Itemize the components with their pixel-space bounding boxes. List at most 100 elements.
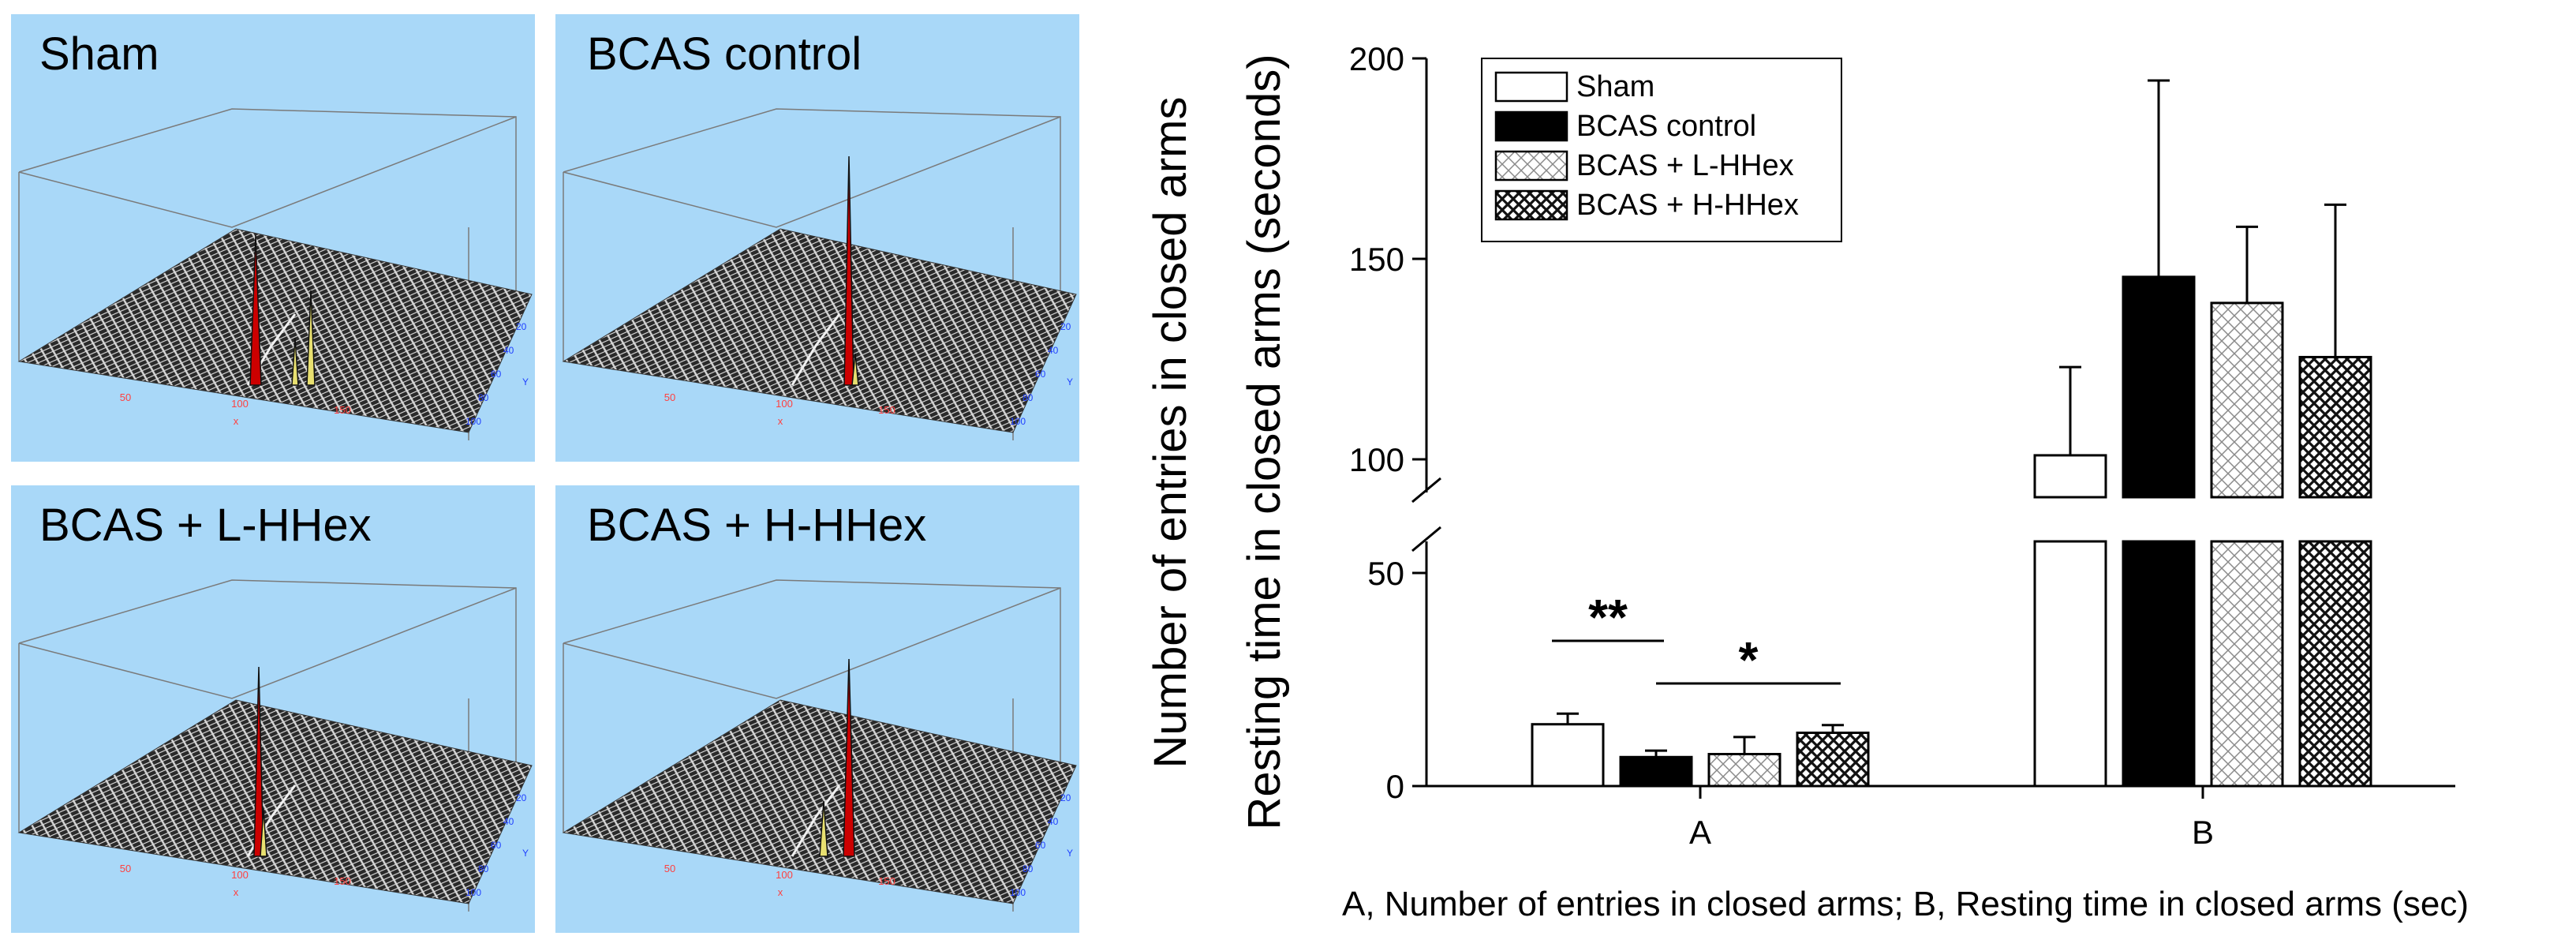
significance-label: * xyxy=(1739,631,1759,688)
activity-peak xyxy=(260,808,267,857)
y-tick-label: 40 xyxy=(503,345,514,356)
axis-break-mark xyxy=(1411,526,1441,552)
y-tick-label: 80 xyxy=(478,863,489,874)
significance-label: ** xyxy=(1588,589,1628,646)
mesh-floor xyxy=(17,699,533,904)
panel-title: Sham xyxy=(39,28,159,80)
x-tick-label: 150 xyxy=(334,875,351,887)
legend-swatch xyxy=(1494,150,1568,182)
legend-label: BCAS + L-HHex xyxy=(1576,149,1794,182)
x-tick-label: 50 xyxy=(664,863,675,874)
panel-1: 50 100 150 x 20 40 60 80 100 Y Sham xyxy=(11,14,535,462)
box-edge xyxy=(18,587,517,699)
x-axis-title: x xyxy=(778,886,783,898)
x-axis-title: x xyxy=(234,415,239,427)
x-tick-label: A xyxy=(1689,814,1711,851)
x-tick-label: 150 xyxy=(878,404,895,416)
x-axis-title: x xyxy=(234,886,239,898)
panel-2: 50 100 150 x 20 40 60 80 100 Y BCAS control xyxy=(555,14,1079,462)
y-tick-label: 40 xyxy=(503,816,514,827)
y-axis-title: Y xyxy=(522,848,529,859)
y-tick-label: 100 xyxy=(1349,441,1404,478)
bar xyxy=(2033,454,2107,499)
x-tick-label: 50 xyxy=(664,391,675,403)
y-tick-label: 150 xyxy=(1349,241,1404,278)
x-tick-label: 100 xyxy=(231,398,249,410)
y-tick-label: 20 xyxy=(1060,792,1071,803)
box-edge xyxy=(563,116,1061,228)
y-tick-label: 200 xyxy=(1349,40,1404,77)
trajectory-trail xyxy=(791,784,841,857)
mesh-floor xyxy=(562,699,1077,904)
box-edge xyxy=(18,116,517,228)
legend-label: BCAS + H-HHex xyxy=(1576,189,1799,222)
activity-peak xyxy=(843,155,854,386)
panel-3: 50 100 150 x 20 40 60 80 100 Y BCAS + L-HHex xyxy=(11,485,535,933)
chart-legend: Sham BCAS control BCAS + L-HHex BCAS + H-HH… xyxy=(1481,58,1842,242)
x-tick-label: 100 xyxy=(231,869,249,881)
y-tick-label: 60 xyxy=(1035,369,1046,380)
legend-label: Sham xyxy=(1576,70,1654,103)
bar xyxy=(1707,753,1782,788)
bar xyxy=(1619,755,1693,788)
legend-swatch xyxy=(1494,110,1568,142)
significance-marks: *** xyxy=(1552,589,1841,688)
y-tick-label: 60 xyxy=(491,369,502,380)
activity-peak xyxy=(249,234,262,386)
activity-peak xyxy=(306,290,316,386)
x-tick-label: 100 xyxy=(776,398,793,410)
axis-break-mark xyxy=(1411,477,1441,504)
chart-axes: 0 50 100 150 200 A B xyxy=(1349,40,2455,851)
y-tick-label: 100 xyxy=(1010,416,1026,427)
bar xyxy=(1796,732,1870,788)
y-axis-label-line1: Number of entries in closed arms xyxy=(1145,97,1196,769)
x-tick-label: 50 xyxy=(120,391,131,403)
trajectory-panels: 50 100 150 x 20 40 60 80 100 Y Sham 50 100 150 x 20 40 60… xyxy=(11,14,1079,933)
activity-peak xyxy=(851,353,859,386)
x-tick-label: 150 xyxy=(334,404,351,416)
activity-peak xyxy=(843,658,855,857)
bar xyxy=(2122,275,2196,499)
y-tick-label: 20 xyxy=(516,321,527,332)
panel-title: BCAS + H-HHex xyxy=(587,500,926,551)
y-tick-label: 0 xyxy=(1386,768,1404,805)
y-tick-label: 80 xyxy=(478,392,489,403)
y-tick-label: 80 xyxy=(1023,392,1034,403)
bar xyxy=(2210,301,2284,499)
x-tick-label: 100 xyxy=(776,869,793,881)
y-axis-title: Y xyxy=(1067,848,1073,859)
y-tick-label: 50 xyxy=(1367,555,1404,592)
box-edge xyxy=(18,108,517,298)
legend-swatch xyxy=(1494,71,1568,103)
mesh-floor xyxy=(17,228,533,433)
y-axis-label-line2: Resting time in closed arms (seconds) xyxy=(1239,54,1290,829)
x-tick-label: 50 xyxy=(120,863,131,874)
panel-title: BCAS control xyxy=(587,28,862,80)
y-tick-label: 20 xyxy=(1060,321,1071,332)
bar xyxy=(1531,723,1605,788)
mesh-floor xyxy=(562,228,1077,433)
trajectory-trail xyxy=(791,313,841,386)
box-edge xyxy=(563,587,1061,699)
activity-peak xyxy=(291,337,299,386)
bar-lower-segment xyxy=(2122,540,2196,788)
x-tick-label: 150 xyxy=(878,875,895,887)
activity-peak xyxy=(253,666,264,857)
activity-peak xyxy=(819,800,828,857)
y-tick-label: 40 xyxy=(1048,816,1059,827)
legend-swatch xyxy=(1494,189,1568,221)
x-axis-title: x xyxy=(778,415,783,427)
box-edge xyxy=(563,108,1061,298)
legend-label: BCAS control xyxy=(1576,110,1756,143)
x-tick-label: B xyxy=(2192,814,2214,851)
chart-bars xyxy=(1531,275,2372,788)
bar xyxy=(2298,355,2372,499)
y-tick-label: 40 xyxy=(1048,345,1059,356)
y-tick-label: 100 xyxy=(465,416,481,427)
y-tick-label: 80 xyxy=(1023,863,1034,874)
bar-lower-segment xyxy=(2298,540,2372,788)
y-axis-title: Y xyxy=(1067,376,1073,388)
panel-4: 50 100 150 x 20 40 60 80 100 Y BCAS + H-HHex xyxy=(555,485,1079,933)
chart-error-bars xyxy=(1557,79,2346,758)
